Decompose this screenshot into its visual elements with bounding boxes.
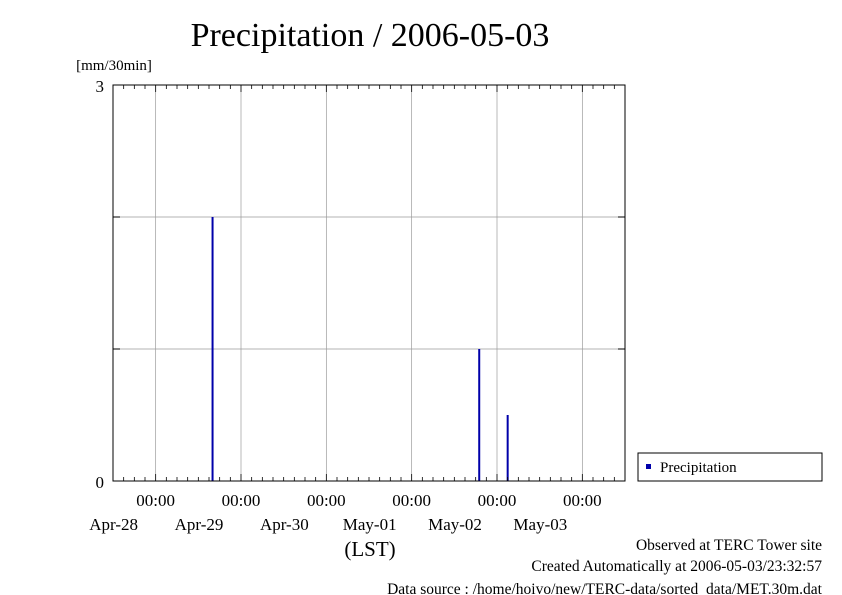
footer-created-timestamp: Created Automatically at 2006-05-03/23:3… — [531, 558, 822, 575]
precipitation-bar — [478, 349, 481, 481]
x-tick-date-label: May-02 — [428, 515, 482, 534]
precipitation-bar — [211, 217, 214, 481]
legend-label: Precipitation — [660, 460, 737, 476]
legend-box — [637, 452, 823, 482]
chart-title: Precipitation / 2006-05-03 — [191, 17, 550, 54]
x-tick-time-label: 00:00 — [478, 491, 517, 510]
y-tick-label: 0 — [96, 473, 105, 492]
x-tick-date-label: May-03 — [513, 515, 567, 534]
axis-tick-labels: 0300:00Apr-2800:00Apr-2900:00Apr-3000:00… — [89, 77, 601, 534]
x-tick-time-label: 00:00 — [392, 491, 431, 510]
axis-ticks — [112, 84, 626, 482]
x-tick-time-label: 00:00 — [222, 491, 261, 510]
x-tick-date-label: Apr-30 — [260, 515, 309, 534]
x-axis-title: (LST) — [344, 537, 395, 561]
x-tick-time-label: 00:00 — [307, 491, 346, 510]
x-tick-date-label: May-01 — [343, 515, 397, 534]
precipitation-bar — [506, 415, 509, 481]
legend: Precipitation — [637, 452, 823, 482]
footer-observed-site: Observed at TERC Tower site — [636, 537, 822, 554]
y-tick-label: 3 — [96, 77, 105, 96]
legend-swatch — [646, 464, 651, 469]
grid-lines — [113, 85, 625, 481]
footer-data-source: Data source : /home/hoivo/new/TERC-data/… — [387, 581, 823, 595]
x-tick-date-label: Apr-29 — [175, 515, 224, 534]
x-tick-time-label: 00:00 — [563, 491, 602, 510]
precipitation-bars — [211, 217, 509, 481]
y-axis-unit-label: [mm/30min] — [76, 58, 152, 74]
x-tick-time-label: 00:00 — [136, 491, 175, 510]
x-tick-date-label: Apr-28 — [89, 515, 138, 534]
plot-frame — [112, 84, 626, 482]
